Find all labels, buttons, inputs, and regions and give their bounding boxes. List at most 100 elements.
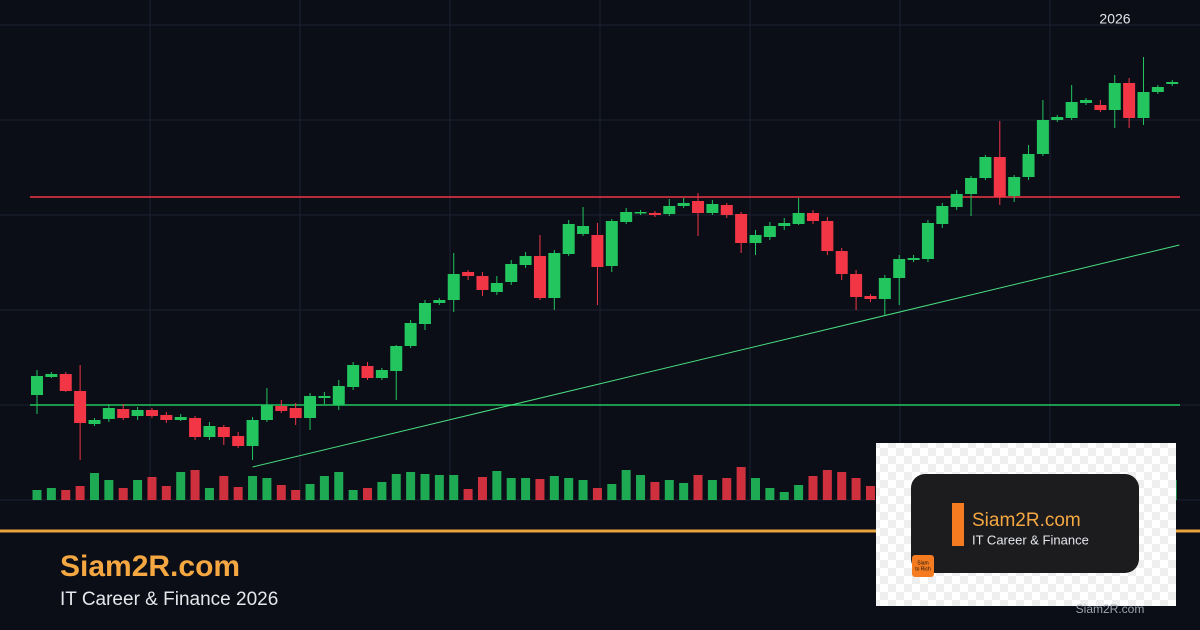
candle-body: [821, 221, 834, 251]
volume-bar: [147, 477, 157, 500]
volume-bar: [578, 480, 588, 500]
volume-bar: [679, 483, 689, 500]
candle-body: [1137, 92, 1150, 118]
volume-bar: [406, 472, 416, 500]
candle-body: [792, 213, 805, 224]
volume-bar: [75, 486, 85, 500]
volume-bar: [521, 478, 531, 500]
candle-body: [993, 157, 1006, 197]
candle-body: [232, 436, 245, 446]
volume-bar: [46, 488, 56, 500]
candle-body: [907, 258, 920, 260]
volume-bar: [463, 489, 473, 500]
volume-bar: [477, 477, 487, 500]
badge-card: [911, 474, 1139, 573]
volume-bar: [118, 488, 128, 500]
volume-bar: [334, 472, 344, 500]
volume-bar: [564, 478, 574, 500]
volume-bar: [262, 478, 272, 500]
candle-body: [620, 212, 633, 222]
volume-bar: [377, 482, 387, 500]
candle-body: [648, 213, 661, 215]
candle-body: [778, 223, 791, 226]
candle-body: [591, 235, 604, 267]
candle-body: [692, 201, 705, 213]
candle-body: [921, 223, 934, 259]
volume-bar: [492, 471, 502, 500]
candle-body: [850, 274, 863, 297]
volume-bar: [434, 475, 444, 500]
candle-body: [145, 410, 158, 416]
volume-bar: [707, 480, 717, 500]
candle-body: [893, 259, 906, 278]
candle-body: [189, 418, 202, 437]
badge-icon: [912, 555, 934, 577]
candle-body: [1166, 82, 1179, 84]
candle-body: [950, 194, 963, 207]
volume-bar: [535, 479, 545, 500]
volume-bar: [348, 490, 358, 500]
candle-body: [174, 417, 187, 420]
candle-body: [217, 427, 230, 437]
volume-bar: [363, 488, 373, 500]
badge-accent: [952, 503, 964, 546]
candle-body: [203, 426, 216, 437]
volume-bar: [391, 474, 401, 500]
volume-bar: [276, 485, 286, 500]
candle-body: [332, 386, 345, 405]
volume-bar: [779, 492, 789, 500]
volume-bar: [549, 476, 559, 500]
year-label: 2026: [1099, 11, 1130, 27]
candle-body: [720, 205, 733, 215]
volume-bar: [851, 478, 861, 500]
candle-body: [260, 405, 273, 420]
volume-bar: [822, 470, 832, 500]
volume-bar: [636, 475, 646, 500]
candle-body: [634, 212, 647, 214]
candle-body: [677, 203, 690, 206]
volume-bar: [837, 472, 847, 500]
candle-body: [74, 391, 87, 423]
badge-icon-text: Siam: [917, 560, 928, 566]
candle-body: [1151, 87, 1164, 92]
candle-body: [289, 408, 302, 418]
candle-body: [88, 420, 101, 424]
candle-body: [749, 235, 762, 243]
candle-body: [533, 256, 546, 298]
candle-body: [375, 370, 388, 378]
volume-bar: [291, 490, 301, 500]
candle-body: [304, 396, 317, 418]
candle-body: [577, 226, 590, 234]
volume-bar: [607, 484, 617, 500]
candle-body: [447, 274, 460, 300]
candle-body: [1123, 83, 1136, 118]
volume-bar: [133, 480, 143, 500]
candle-body: [1008, 177, 1021, 196]
candle-body: [476, 276, 489, 290]
candle-body: [45, 374, 58, 377]
candle-body: [404, 323, 417, 346]
volume-bar: [751, 478, 760, 500]
volume-bar: [204, 488, 214, 500]
volume-bar: [233, 487, 243, 500]
candle-body: [462, 272, 475, 276]
candle-body: [936, 206, 949, 224]
candle-body: [562, 224, 575, 254]
candle-body: [318, 396, 331, 398]
candle-body: [878, 278, 891, 299]
badge-icon-text: to Rich: [915, 566, 931, 572]
watermark: Siam2R.com: [1076, 602, 1145, 616]
candle-body: [1022, 154, 1035, 177]
candle-body: [806, 213, 819, 221]
candle-body: [835, 251, 848, 274]
volume-bar: [305, 484, 315, 500]
candle-body: [31, 376, 43, 395]
candle-body: [1036, 120, 1049, 154]
volume-bar: [219, 476, 229, 500]
candle-body: [433, 300, 446, 303]
candle-body: [519, 256, 532, 265]
volume-bar: [506, 478, 516, 500]
candle-body: [706, 204, 719, 213]
candle-body: [864, 296, 877, 299]
